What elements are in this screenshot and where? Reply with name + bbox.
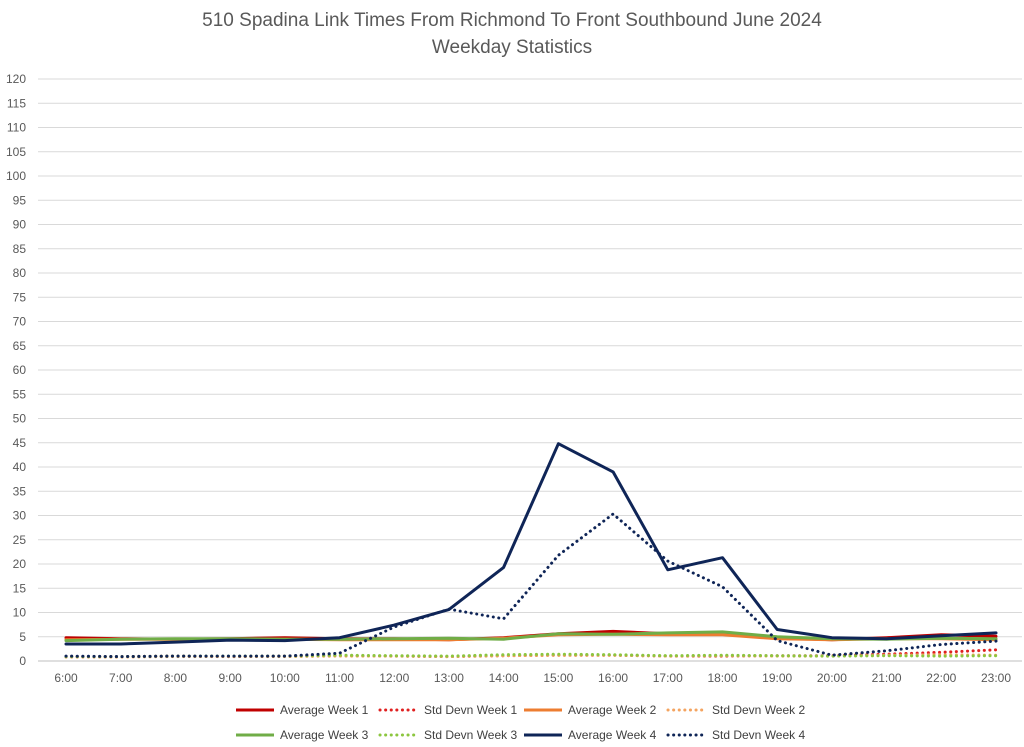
- y-tick-label: 65: [13, 339, 27, 353]
- x-tick-label: 20:00: [817, 671, 847, 685]
- legend-label: Std Devn Week 2: [712, 703, 805, 717]
- x-axis-ticks: 6:00 7:00 8:00 9:00 10:00 11:00 12:00 13:00 14:0…: [54, 671, 1011, 685]
- x-tick-label: 9:00: [218, 671, 242, 685]
- y-tick-label: 20: [13, 557, 27, 571]
- y-tick-label: 55: [13, 387, 27, 401]
- y-tick-label: 100: [6, 169, 26, 183]
- y-tick-label: 95: [13, 193, 27, 207]
- series-lines: [64, 442, 998, 659]
- x-tick-label: 21:00: [872, 671, 902, 685]
- x-tick-label: 19:00: [762, 671, 792, 685]
- series-line: [64, 512, 998, 659]
- x-tick-label: 22:00: [926, 671, 956, 685]
- y-tick-label: 120: [6, 72, 26, 86]
- gridlines: [38, 78, 1022, 662]
- legend: Average Week 1 Std Devn Week 1 Average Wee…: [236, 703, 805, 742]
- series-line: [64, 652, 998, 659]
- y-axis-ticks: 0 5 10 15 20 25 30 35 40 45 50 55 60 65 70 75 80 85 90 95 10…: [6, 72, 26, 668]
- legend-label: Average Week 4: [568, 728, 657, 742]
- legend-label: Average Week 3: [280, 728, 369, 742]
- x-tick-label: 8:00: [164, 671, 188, 685]
- legend-label: Average Week 1: [280, 703, 369, 717]
- y-tick-label: 85: [13, 242, 27, 256]
- chart-title: 510 Spadina Link Times From Richmond To …: [202, 10, 822, 31]
- series-line: [64, 442, 998, 646]
- y-tick-label: 115: [7, 96, 26, 110]
- x-tick-label: 7:00: [109, 671, 133, 685]
- y-tick-label: 45: [13, 436, 27, 450]
- y-tick-label: 75: [13, 290, 27, 304]
- y-tick-label: 70: [13, 315, 27, 329]
- x-tick-label: 13:00: [434, 671, 464, 685]
- y-tick-label: 25: [13, 533, 27, 547]
- y-tick-label: 10: [13, 606, 27, 620]
- x-tick-label: 11:00: [325, 671, 354, 685]
- x-tick-label: 10:00: [270, 671, 300, 685]
- legend-label: Std Devn Week 4: [712, 728, 805, 742]
- x-tick-label: 23:00: [981, 671, 1011, 685]
- y-tick-label: 35: [13, 484, 27, 498]
- legend-label: Average Week 2: [568, 703, 657, 717]
- y-tick-label: 110: [7, 121, 26, 135]
- chart-subtitle: Weekday Statistics: [431, 37, 593, 58]
- x-tick-label: 15:00: [543, 671, 573, 685]
- x-tick-label: 14:00: [489, 671, 519, 685]
- x-tick-label: 18:00: [707, 671, 737, 685]
- x-tick-label: 12:00: [379, 671, 409, 685]
- y-tick-label: 15: [13, 581, 27, 595]
- y-tick-label: 90: [13, 218, 27, 232]
- y-tick-label: 105: [6, 145, 26, 159]
- y-tick-label: 60: [13, 363, 27, 377]
- y-tick-label: 80: [13, 266, 27, 280]
- legend-label: Std Devn Week 3: [424, 728, 517, 742]
- x-tick-label: 17:00: [653, 671, 683, 685]
- y-tick-label: 40: [13, 460, 27, 474]
- y-tick-label: 0: [19, 654, 26, 668]
- y-tick-label: 5: [19, 630, 26, 644]
- x-tick-label: 6:00: [54, 671, 78, 685]
- x-tick-label: 16:00: [598, 671, 628, 685]
- y-tick-label: 50: [13, 412, 27, 426]
- y-tick-label: 30: [13, 509, 27, 523]
- legend-label: Std Devn Week 1: [424, 703, 517, 717]
